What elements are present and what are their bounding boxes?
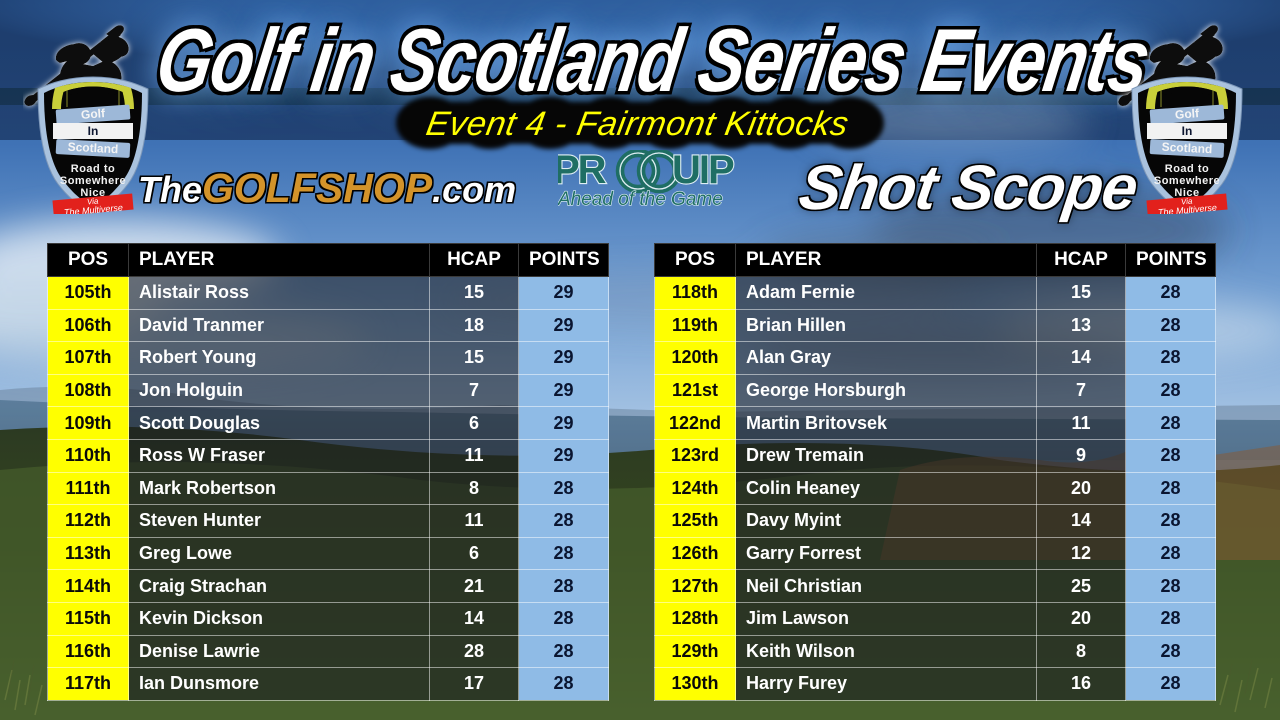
svg-text:Ahead of the Game: Ahead of the Game	[558, 189, 723, 210]
svg-text:PR: PR	[558, 150, 607, 192]
svg-text:UIP: UIP	[672, 150, 734, 192]
